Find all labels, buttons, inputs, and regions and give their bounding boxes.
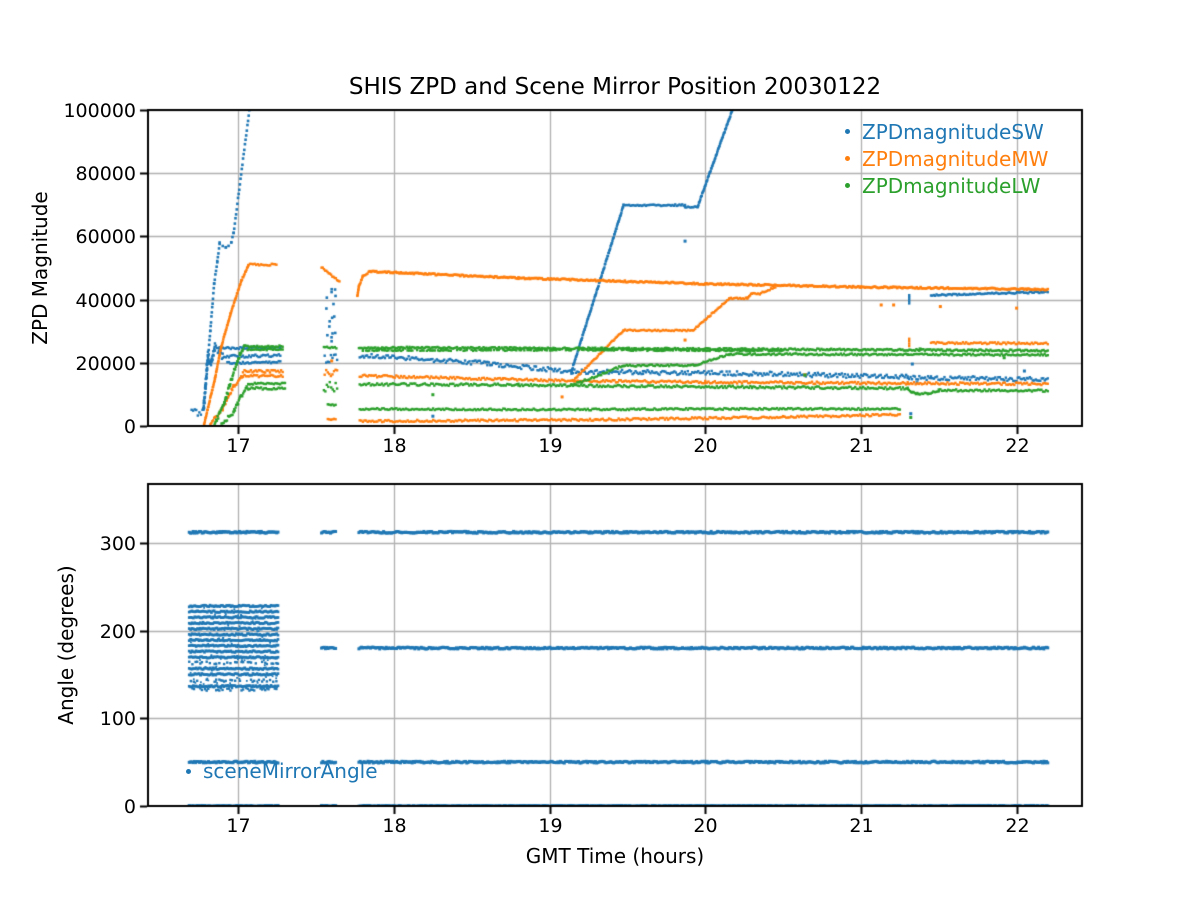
scatter-marker-icon	[845, 183, 850, 188]
y-tick-label: 60000	[75, 225, 136, 248]
x-tick-label: 19	[538, 435, 563, 457]
x-tick-label: 18	[382, 815, 407, 837]
legend-item-zpd-lw: ZPDmagnitudeLW	[845, 172, 1048, 199]
legend-label-zpd-mw: ZPDmagnitudeMW	[862, 146, 1049, 171]
y-tick-label: 200	[99, 620, 136, 643]
legend-zpd: ZPDmagnitudeSW ZPDmagnitudeMW ZPDmagnitu…	[845, 118, 1048, 199]
scatter-marker-icon	[845, 156, 850, 161]
legend-item-scene-mirror-angle: sceneMirrorAngle	[186, 759, 378, 783]
scatter-marker-icon	[186, 768, 191, 774]
x-tick-label: 20	[693, 435, 718, 457]
x-tick-label: 21	[849, 435, 874, 457]
x-tick-label: 17	[226, 815, 251, 837]
x-tick-label: 18	[382, 435, 407, 457]
legend-scene-mirror: sceneMirrorAngle	[186, 759, 378, 783]
legend-item-zpd-sw: ZPDmagnitudeSW	[845, 118, 1048, 145]
angle-y-axis-label: Angle (degrees)	[54, 565, 78, 725]
y-tick-label: 20000	[75, 352, 136, 375]
x-axis-label: GMT Time (hours)	[525, 844, 705, 868]
y-tick-label: 0	[123, 415, 136, 438]
legend-label-scene-mirror-angle: sceneMirrorAngle	[203, 759, 378, 783]
zpd-y-axis-label: ZPD Magnitude	[28, 191, 52, 345]
x-tick-label: 21	[849, 815, 874, 837]
x-tick-label: 20	[693, 815, 718, 837]
y-tick-label: 100	[99, 707, 136, 730]
x-tick-label: 19	[538, 815, 563, 837]
x-tick-label: 22	[1005, 435, 1030, 457]
y-tick-label: 100000	[63, 99, 136, 122]
y-tick-label: 40000	[75, 289, 136, 312]
y-tick-label: 300	[99, 532, 136, 555]
y-tick-label: 0	[123, 795, 136, 818]
x-tick-label: 17	[226, 435, 251, 457]
x-tick-label: 22	[1005, 815, 1030, 837]
legend-item-zpd-mw: ZPDmagnitudeMW	[845, 145, 1048, 172]
legend-label-zpd-sw: ZPDmagnitudeSW	[862, 119, 1044, 144]
chart-title: SHIS ZPD and Scene Mirror Position 20030…	[348, 74, 882, 100]
y-tick-label: 80000	[75, 162, 136, 185]
scatter-marker-icon	[845, 129, 850, 134]
legend-label-zpd-lw: ZPDmagnitudeLW	[862, 173, 1041, 198]
